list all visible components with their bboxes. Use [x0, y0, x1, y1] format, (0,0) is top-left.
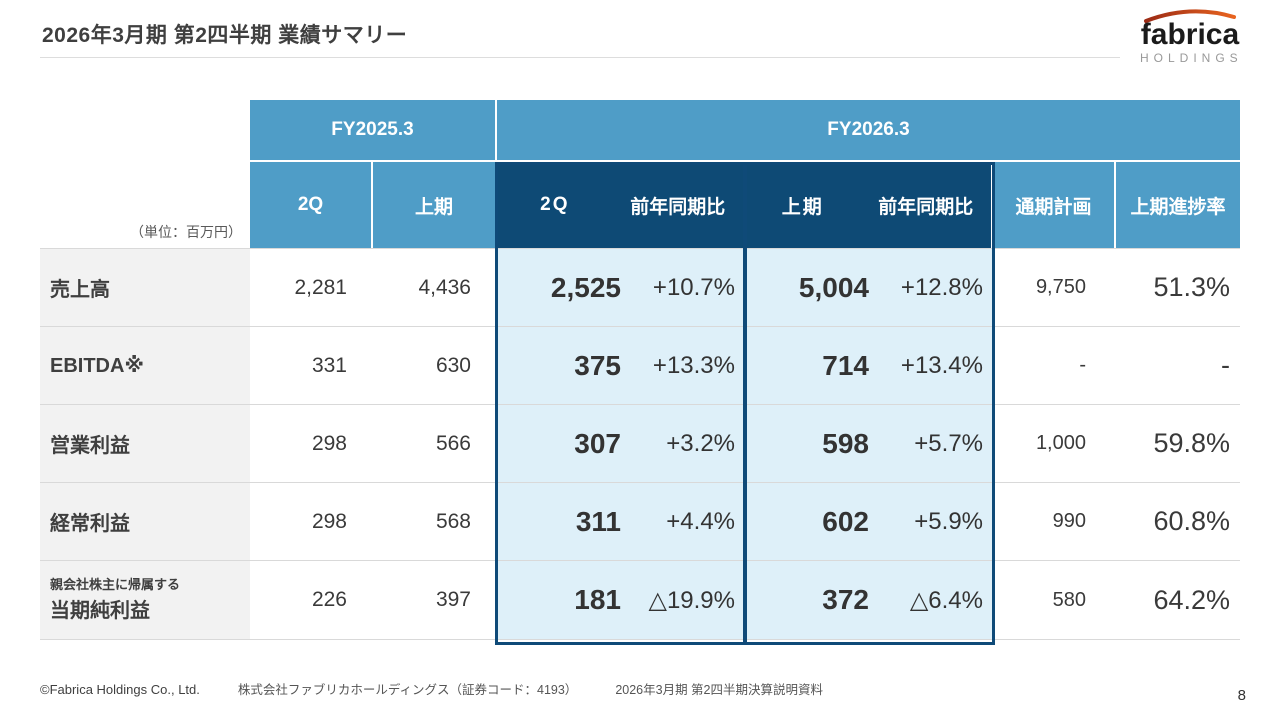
cell-sales-fy25-h1: 4,436: [373, 248, 497, 326]
col-group-fy2026: FY2026.3: [497, 100, 1240, 162]
footer-doc-title: 2026年3月期 第2四半期決算説明資料: [615, 683, 823, 697]
cell-sales-plan: 9,750: [993, 248, 1116, 326]
cell-op-fy25-h1: 566: [373, 404, 497, 482]
cell-op-plan: 1,000: [993, 404, 1116, 482]
cell-op-fy25-2q: 298: [250, 404, 373, 482]
cell-ord-fy25-h1: 568: [373, 482, 497, 560]
footer-copyright: ©Fabrica Holdings Co., Ltd.: [40, 682, 200, 697]
col-header-h1-group: 上期 前年同期比: [745, 162, 993, 248]
col-header-q2-yoy: 前年同期比: [630, 196, 726, 218]
cell-ord-plan: 990: [993, 482, 1116, 560]
cell-sales-fy25-2q: 2,281: [250, 248, 373, 326]
cell-ebitda-h1-group: 714 +13.4%: [745, 326, 993, 404]
row-label-ebitda: EBITDA※: [40, 326, 250, 404]
cell-ebitda-progress: -: [1116, 326, 1240, 404]
cell-sales-progress: 51.3%: [1116, 248, 1240, 326]
footer: ©Fabrica Holdings Co., Ltd. 株式会社ファブリカホール…: [40, 679, 823, 698]
unit-label: （単位：百万円）: [130, 224, 242, 240]
cell-ebitda-q2-group: 375 +13.3%: [497, 326, 745, 404]
cell-net-q2-group: 181 △19.9%: [497, 560, 745, 640]
col-header-plan: 通期計画: [993, 162, 1116, 248]
row-label-operating-profit: 営業利益: [40, 404, 250, 482]
table-corner: （単位：百万円）: [40, 100, 250, 248]
cell-ebitda-plan: -: [993, 326, 1116, 404]
logo-wordmark: fabrica: [1140, 18, 1240, 51]
title-divider: [40, 57, 1120, 58]
cell-ebitda-fy25-2q: 331: [250, 326, 373, 404]
row-label-ordinary-profit: 経常利益: [40, 482, 250, 560]
cell-op-h1-group: 598 +5.7%: [745, 404, 993, 482]
col-group-fy2025: FY2025.3: [250, 100, 497, 162]
col-header-fy25-2q: 2Q: [250, 162, 373, 248]
col-header-h1: 上期: [781, 196, 824, 218]
cell-ord-h1-group: 602 +5.9%: [745, 482, 993, 560]
col-header-q2: 2Q: [540, 194, 570, 215]
col-header-q2-group: 2Q 前年同期比: [497, 162, 745, 248]
col-header-progress: 上期進捗率: [1116, 162, 1240, 248]
cell-sales-q2-group: 2,525 +10.7%: [497, 248, 745, 326]
cell-net-plan: 580: [993, 560, 1116, 640]
col-header-h1-yoy: 前年同期比: [878, 196, 974, 218]
footer-company: 株式会社ファブリカホールディングス（証券コード：4193）: [237, 683, 578, 697]
row-label-sales: 売上高: [40, 248, 250, 326]
company-logo: fabrica HOLDINGS: [1140, 8, 1240, 65]
results-table: （単位：百万円） FY2025.3 FY2026.3 2Q 上期 2Q 前年同期…: [40, 100, 1240, 646]
col-header-fy25-h1: 上期: [373, 162, 497, 248]
cell-op-q2-group: 307 +3.2%: [497, 404, 745, 482]
page-title: 2026年3月期 第2四半期 業績サマリー: [42, 24, 408, 47]
page-number: 8: [1237, 687, 1246, 704]
cell-ord-progress: 60.8%: [1116, 482, 1240, 560]
cell-ord-q2-group: 311 +4.4%: [497, 482, 745, 560]
cell-net-progress: 64.2%: [1116, 560, 1240, 640]
cell-net-h1-group: 372 △6.4%: [745, 560, 993, 640]
cell-net-fy25-h1: 397: [373, 560, 497, 640]
cell-sales-h1-group: 5,004 +12.8%: [745, 248, 993, 326]
cell-ord-fy25-2q: 298: [250, 482, 373, 560]
logo-subtitle: HOLDINGS: [1140, 51, 1243, 65]
cell-ebitda-fy25-h1: 630: [373, 326, 497, 404]
row-label-net-profit: 親会社株主に帰属する 当期純利益: [40, 560, 250, 640]
logo-arc-icon: [1144, 9, 1236, 23]
cell-op-progress: 59.8%: [1116, 404, 1240, 482]
cell-net-fy25-2q: 226: [250, 560, 373, 640]
